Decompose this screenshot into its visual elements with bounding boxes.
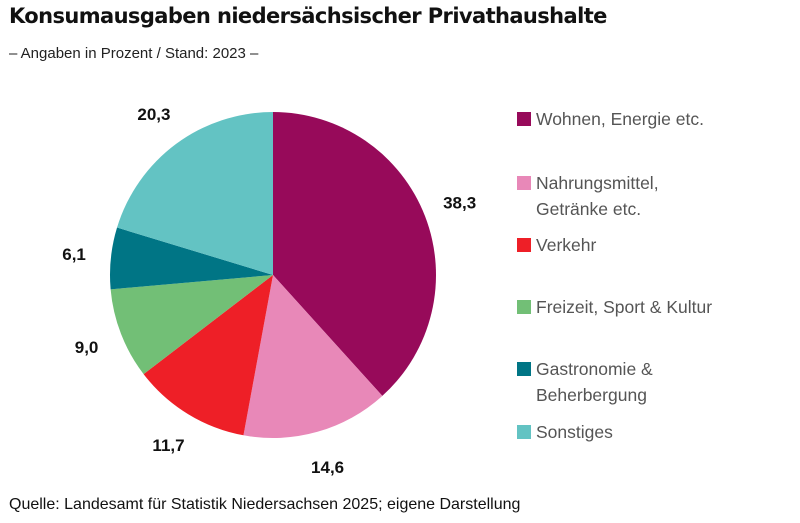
pie-slice-wohnen	[273, 112, 436, 396]
legend-swatch	[517, 238, 531, 252]
pie-slice-verkehr	[143, 275, 273, 436]
legend-label: Wohnen, Energie etc.	[536, 109, 704, 129]
pie-slice-nahrungsmittel	[243, 275, 383, 438]
legend-item-sonstiges: Sonstiges	[517, 419, 613, 445]
data-label-wohnen: 38,3	[443, 194, 476, 213]
legend-label: Verkehr	[536, 235, 597, 255]
legend-item-wohnen: Wohnen, Energie etc.	[517, 106, 704, 132]
legend-swatch	[517, 112, 531, 126]
legend-item-nahrungsmittel: Nahrungsmittel, Getränke etc.	[517, 170, 659, 222]
legend-label: Sonstiges	[536, 422, 613, 442]
chart-title: Konsumausgaben niedersächsischer Privath…	[9, 4, 607, 28]
data-label-verkehr: 11,7	[152, 436, 184, 455]
legend-swatch	[517, 300, 531, 314]
pie-slice-sonstiges	[117, 111, 273, 275]
legend-item-verkehr: Verkehr	[517, 232, 596, 258]
pie-slice-gastronomie	[110, 227, 273, 290]
legend-item-freizeit: Freizeit, Sport & Kultur	[517, 294, 712, 320]
legend-swatch	[517, 362, 531, 376]
data-label-freizeit: 9,0	[75, 338, 99, 357]
legend-swatch	[517, 425, 531, 439]
legend-item-gastronomie: Gastronomie & Beherbergung	[517, 356, 653, 408]
pie-slice-freizeit	[110, 275, 273, 375]
data-label-gastronomie: 6,1	[62, 245, 86, 264]
legend-label: Nahrungsmittel, Getränke etc.	[536, 173, 659, 219]
data-label-sonstiges: 20,3	[137, 105, 170, 124]
chart-subtitle: – Angaben in Prozent / Stand: 2023 –	[9, 45, 259, 62]
legend-label: Gastronomie & Beherbergung	[536, 359, 653, 405]
data-label-nahrungsmittel: 14,6	[311, 458, 344, 477]
source-note: Quelle: Landesamt für Statistik Niedersa…	[9, 496, 521, 513]
legend-label: Freizeit, Sport & Kultur	[536, 297, 713, 317]
legend-swatch	[517, 176, 531, 190]
